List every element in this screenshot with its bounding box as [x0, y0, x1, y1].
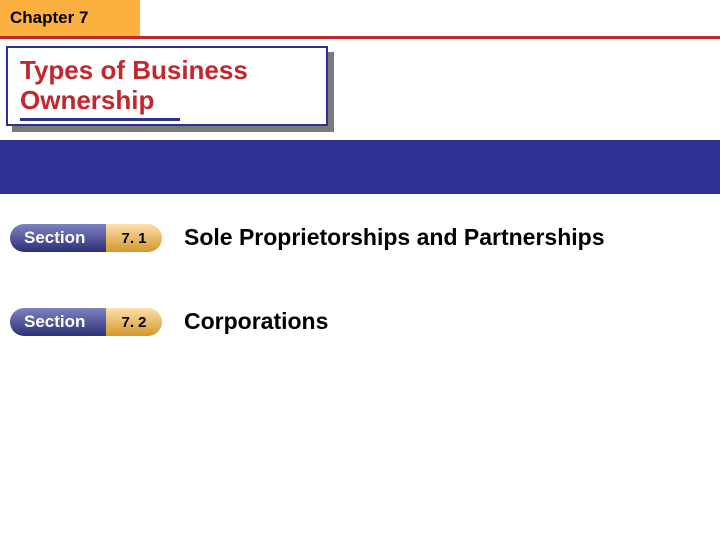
- blue-band: [0, 140, 720, 194]
- section-title-1: Sole Proprietorships and Partnerships: [184, 224, 605, 252]
- page-title: Types of Business Ownership: [20, 56, 314, 116]
- title-underline: [20, 118, 180, 121]
- title-box: Types of Business Ownership: [6, 46, 328, 126]
- section-row-1: Section 7. 1 Sole Proprietorships and Pa…: [10, 224, 605, 252]
- chapter-label: Chapter 7: [10, 8, 88, 28]
- section-number-2: 7. 2: [106, 308, 162, 336]
- section-title-2: Corporations: [184, 308, 328, 336]
- section-pill-1: Section 7. 1: [10, 224, 162, 252]
- section-number-1: 7. 1: [106, 224, 162, 252]
- section-row-2: Section 7. 2 Corporations: [10, 308, 328, 336]
- section-label-1: Section: [10, 224, 114, 252]
- chapter-bar: Chapter 7: [0, 0, 140, 36]
- top-red-line: [0, 36, 720, 39]
- section-pill-2: Section 7. 2: [10, 308, 162, 336]
- section-label-2: Section: [10, 308, 114, 336]
